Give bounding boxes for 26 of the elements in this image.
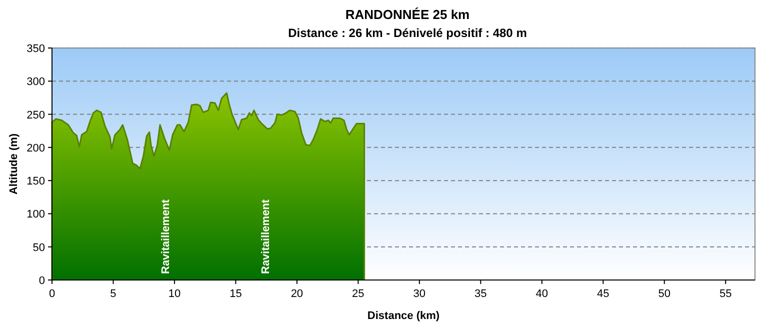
- annotation: Ravitaillement: [260, 199, 272, 274]
- x-tick-label: 15: [230, 288, 242, 300]
- y-tick-label: 50: [32, 242, 45, 254]
- x-tick-label: 10: [168, 288, 181, 300]
- x-tick-label: 40: [536, 288, 548, 300]
- x-tick-label: 5: [110, 288, 116, 300]
- y-tick-label: 350: [26, 43, 45, 55]
- y-tick-label: 0: [38, 275, 45, 287]
- x-tick-label: 0: [48, 288, 56, 300]
- x-tick-label: 25: [352, 288, 364, 300]
- x-tick-label: 20: [290, 288, 304, 300]
- x-tick-label: 30: [413, 288, 426, 300]
- x-tick-label: 50: [658, 288, 670, 300]
- y-axis-title: Altitude (m): [8, 133, 20, 195]
- x-axis-title: Distance (km): [367, 310, 440, 322]
- x-tick-label: 45: [597, 288, 610, 300]
- x-tick-label: 55: [719, 288, 732, 300]
- chart-title: RANDONNÉE 25 km: [345, 7, 470, 22]
- y-tick-label: 250: [26, 109, 45, 122]
- chart-subtitle: Distance : 26 km - Dénivelé positif : 480 m: [288, 26, 527, 40]
- y-tick-label: 150: [26, 176, 45, 188]
- annotation: Ravitaillement: [160, 199, 172, 274]
- y-tick-label: 200: [26, 142, 45, 154]
- y-tick-label: 300: [26, 76, 45, 88]
- x-tick-label: 35: [474, 288, 487, 300]
- y-tick-label: 100: [26, 208, 45, 221]
